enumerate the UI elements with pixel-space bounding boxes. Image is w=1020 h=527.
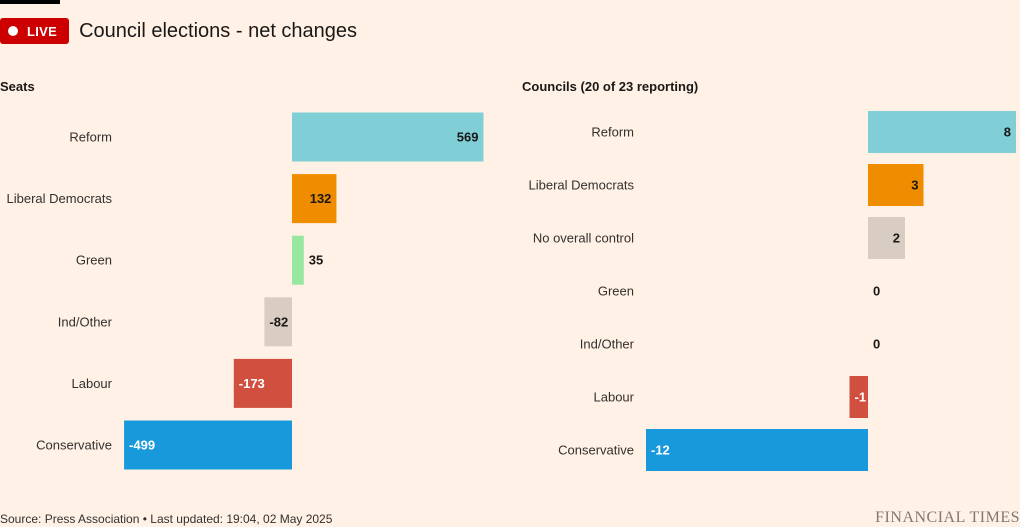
- category-label-conservative: Conservative: [36, 438, 112, 453]
- bar-green: [292, 235, 304, 285]
- category-label-reform: Reform: [591, 125, 634, 140]
- chart-title: Seats: [0, 79, 35, 94]
- source-note: Source: Press Association • Last updated…: [0, 512, 333, 526]
- value-label-conservative: -12: [651, 443, 670, 458]
- live-dot-icon: [8, 26, 18, 36]
- bar-liberal-democrats: [292, 174, 337, 224]
- bar-ind-other: [264, 297, 292, 347]
- category-label-no-overall-control: No overall control: [533, 231, 634, 246]
- value-label-ind-other: -82: [269, 314, 288, 329]
- header: LIVE Council elections - net changes: [0, 18, 357, 44]
- value-label-liberal-democrats: 132: [310, 191, 332, 206]
- category-label-reform: Reform: [69, 130, 112, 145]
- category-label-ind-other: Ind/Other: [580, 337, 635, 352]
- top-rule: [0, 0, 60, 4]
- page-title: Council elections - net changes: [79, 19, 358, 42]
- category-label-labour: Labour: [72, 376, 113, 391]
- value-label-reform: 8: [1004, 125, 1011, 140]
- category-label-conservative: Conservative: [558, 443, 634, 458]
- bar-labour: [849, 376, 868, 418]
- category-label-liberal-democrats: Liberal Democrats: [7, 191, 113, 206]
- ft-logo: FINANCIAL TIMES: [875, 509, 1020, 526]
- value-label-no-overall-control: 2: [893, 231, 900, 246]
- bar-conservative: [646, 429, 868, 471]
- bar-no-overall-control: [868, 217, 905, 259]
- value-label-conservative: -499: [129, 438, 155, 453]
- chart-panel-seats: Seats Reform 569 Liberal Democrats 132 Green 3…: [0, 79, 484, 470]
- bar-labour: [233, 358, 292, 408]
- category-label-green: Green: [76, 253, 112, 268]
- category-label-labour: Labour: [594, 390, 635, 405]
- bar-liberal-democrats: [868, 164, 924, 206]
- live-badge: LIVE: [0, 18, 70, 44]
- chart-panel-councils: Councils (20 of 23 reporting) Reform 8 Libe…: [522, 79, 1016, 471]
- category-label-liberal-democrats: Liberal Democrats: [529, 178, 635, 193]
- value-label-labour: -1: [855, 390, 867, 405]
- bar-conservative: [124, 420, 293, 470]
- value-label-liberal-democrats: 3: [911, 178, 918, 193]
- chart-title: Councils (20 of 23 reporting): [522, 79, 698, 94]
- category-label-green: Green: [598, 284, 634, 299]
- value-label-green: 35: [309, 253, 323, 268]
- category-label-ind-other: Ind/Other: [58, 314, 113, 329]
- bar-reform: [292, 112, 484, 162]
- value-label-labour: -173: [239, 376, 265, 391]
- value-label-reform: 569: [457, 130, 479, 145]
- value-label-ind-other: 0: [873, 337, 880, 352]
- live-label: LIVE: [27, 23, 58, 39]
- value-label-green: 0: [873, 284, 880, 299]
- bar-reform: [868, 111, 1016, 153]
